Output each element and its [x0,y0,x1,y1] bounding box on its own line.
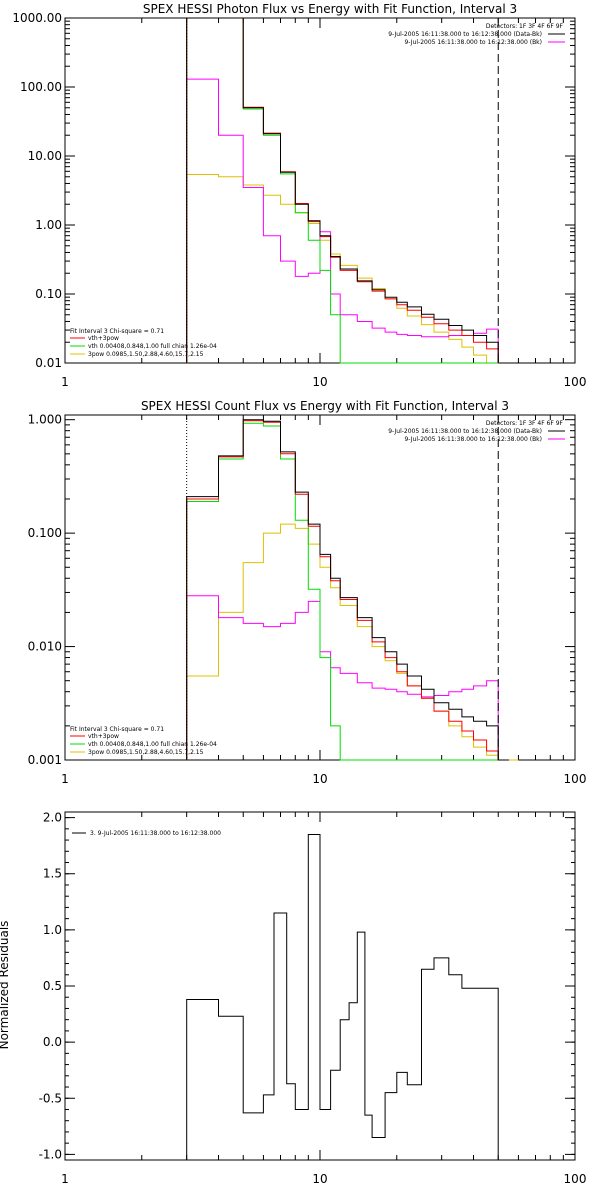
count-flux-title: SPEX HESSI Count Flux vs Energy with Fit… [141,399,509,413]
series-line [186,419,509,761]
y-tick-label: -1.0 [39,1147,62,1161]
y-tick-label: 0.01 [35,356,62,370]
count-fit-label: Fit Interval 3 Chi-square = 0.71 [70,726,164,733]
x-tick-label: 10 [312,772,327,786]
series-line [186,17,499,363]
y-tick-label: 1.000 [28,413,62,427]
count-legend-detectors: Detectors: 1F 3F 4F 6F 9F [486,420,564,427]
count-fit-3pow: 3pow 0.0985,1.50,2.88,4.60,15.7,2.15 [88,749,204,756]
series-line [186,17,499,364]
photon-flux-panel: SPEX HESSI Photon Flux vs Energy with Fi… [12,2,586,389]
x-tick-label: 1 [61,1172,69,1186]
y-tick-label: 1.00 [35,218,62,232]
x-tick-label: 10 [312,1172,327,1186]
y-tick-label: 0.5 [43,979,62,993]
count-legend-databk: 9-Jul-2005 16:11:38.000 to 16:12:38.000 … [388,428,542,435]
y-tick-label: 0.010 [28,640,62,654]
series-line [186,523,519,761]
residuals-ticks: 1 10 100 -1.0 -0.5 0.0 0.5 1.0 1.5 2.0 [39,811,587,1186]
series-line [186,17,499,363]
y-tick-label: 2.0 [43,811,62,825]
residuals-legend: 3. 9-Jul-2005 16:11:38.000 to 16:12:38.0… [90,830,221,837]
photon-fit-label: Fit Interval 3 Chi-square = 0.71 [70,328,164,335]
series-line [186,834,499,1160]
y-tick-label: 0.10 [35,287,62,301]
count-flux-vlines [186,415,499,760]
y-tick-label: 1.0 [43,923,62,937]
photon-flux-vlines [186,18,499,363]
count-fit-model: vth+3pow [88,733,119,740]
x-tick-label: 100 [564,1172,587,1186]
residuals-series [186,834,499,1160]
y-tick-label: 0.001 [28,753,62,767]
x-tick-label: 100 [564,375,587,389]
y-tick-label: 1000.00 [12,11,62,25]
y-tick-label: 0.100 [28,526,62,540]
y-tick-label: 10.00 [28,149,62,163]
y-tick-label: -0.5 [39,1091,62,1105]
y-tick-label: 100.00 [20,80,62,94]
x-tick-label: 1 [61,772,69,786]
count-flux-series [186,419,519,761]
count-flux-ticks: 1 10 100 0.001 0.010 0.100 1.000 [28,413,587,786]
residuals-y-axis-label: Normalized Residuals [0,921,11,1050]
photon-fit-vth: vth 0.00408,0.848,1.00 full chian 1.26e-… [88,343,217,350]
count-legend-bk: 9-Jul-2005 16:11:38.000 to 16:12:38.000 … [404,436,542,443]
photon-fit-3pow: 3pow 0.0985,1.50,2.88,4.60,15.7,2.15 [88,351,204,358]
x-tick-label: 10 [312,375,327,389]
photon-flux-title: SPEX HESSI Photon Flux vs Energy with Fi… [143,2,517,16]
series-line [186,78,499,363]
photon-legend-detectors: Detectors: 1F 3F 4F 6F 9F [486,23,564,30]
photon-legend-databk: 9-Jul-2005 16:11:38.000 to 16:12:38.000 … [388,31,542,38]
residuals-panel: 1 10 100 -1.0 -0.5 0.0 0.5 1.0 1.5 2.0 3. 9-Jul-2… [0,811,586,1186]
x-tick-label: 1 [61,375,69,389]
x-tick-label: 100 [564,772,587,786]
photon-fit-model: vth+3pow [88,335,119,342]
photon-flux-series [186,17,499,364]
series-line [186,595,509,761]
y-tick-label: 0.0 [43,1035,62,1049]
series-line [186,422,509,761]
photon-flux-ticks: 1 10 100 0.01 0.10 1.00 10.00 100.00 1000.00 [12,11,586,389]
photon-legend-bk: 9-Jul-2005 16:11:38.000 to 16:12:38.000 … [404,39,542,46]
y-tick-label: 1.5 [43,867,62,881]
count-fit-vth: vth 0.00408,0.848,1.00 full chian 1.26e-… [88,741,217,748]
count-flux-panel: SPEX HESSI Count Flux vs Energy with Fit… [28,399,587,786]
